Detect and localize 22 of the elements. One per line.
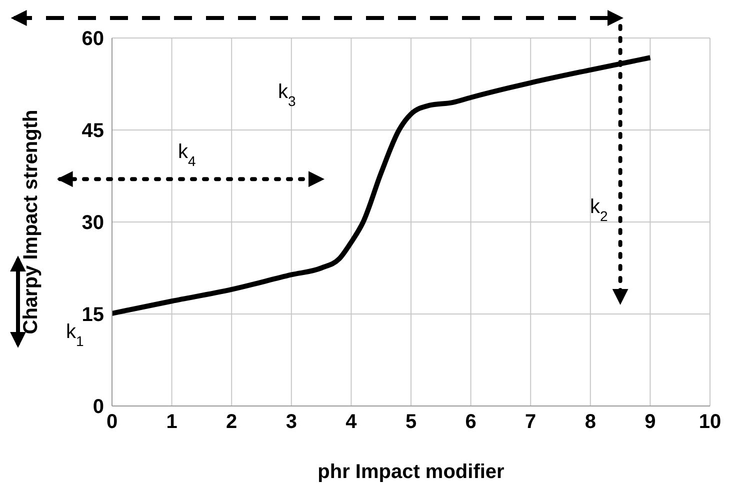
x-tick-label: 9 (644, 411, 656, 434)
annotation: k$_{3}$ (278, 81, 296, 109)
x-tick-label: 1 (166, 411, 178, 434)
y-tick-label: 60 (82, 28, 104, 50)
x-tick-label: 7 (525, 411, 536, 434)
y-tick-label: 15 (82, 304, 104, 326)
x-tick-label: 2 (226, 411, 238, 434)
x-tick-label: 5 (405, 411, 417, 434)
x-tick-label: 8 (584, 411, 596, 434)
x-tick-label: 0 (106, 411, 118, 434)
x-tick-label: 10 (698, 411, 722, 434)
annotation: k$_{4}$ (178, 141, 196, 169)
y-tick-label: 0 (92, 396, 104, 418)
x-tick-label: 4 (346, 411, 358, 434)
x-tick-label: 6 (465, 411, 476, 434)
text: k$_{1}$ (66, 321, 84, 349)
y-tick-label: 30 (82, 212, 104, 234)
x-tick-label: 3 (286, 411, 297, 434)
y-axis-title: Charpy Impact strength (20, 110, 42, 334)
x-axis-title: phr Impact modifier (318, 461, 505, 483)
annotation: k$_{2}$ (590, 196, 608, 224)
y-tick-label: 45 (82, 120, 104, 142)
